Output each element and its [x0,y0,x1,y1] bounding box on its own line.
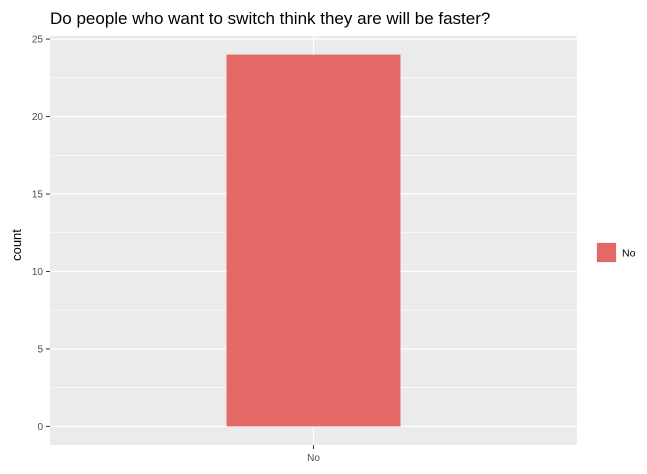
x-tick-label: No [307,453,320,464]
y-tick-label: 25 [32,35,44,46]
bar [226,54,401,427]
legend-label: No [622,248,636,260]
legend-swatch [597,243,616,262]
y-tick-label: 15 [32,190,44,201]
y-tick-label: 5 [37,344,43,355]
x-axis: No [307,445,320,464]
y-tick-label: 10 [32,267,44,278]
chart-title: Do people who want to switch think they … [50,9,490,28]
bars [226,54,401,427]
legend: No [596,242,636,263]
y-axis-title: count [9,229,24,261]
y-axis: 0 5 10 15 20 25 [32,35,50,433]
y-tick-label: 0 [37,422,43,433]
y-tick-label: 20 [32,112,44,123]
